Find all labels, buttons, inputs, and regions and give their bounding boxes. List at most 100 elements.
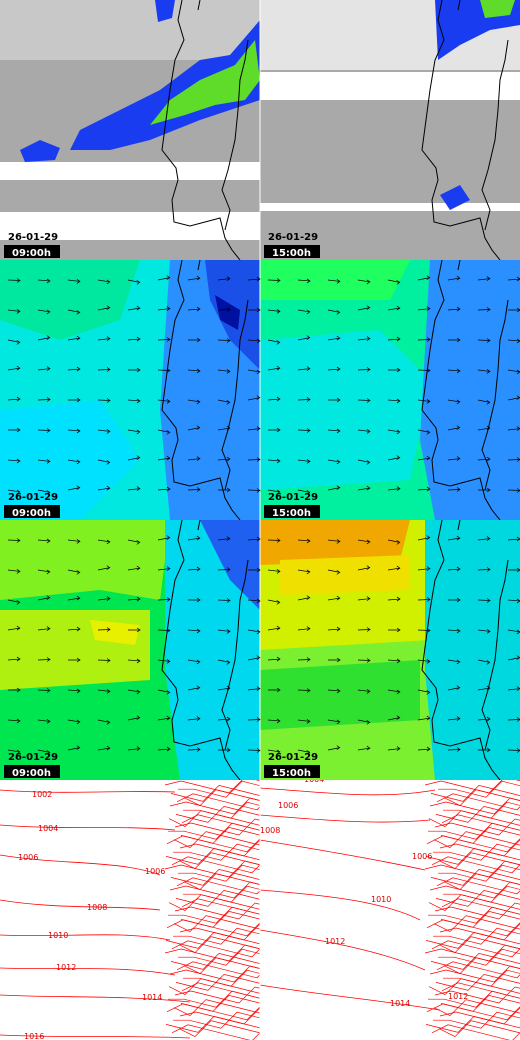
wind-arrow: [417, 399, 431, 404]
isobar-line: [425, 848, 520, 865]
wind-arrow: [68, 657, 81, 663]
wind-arrow: [417, 628, 431, 633]
isobar-line: [438, 948, 520, 966]
wind-arrow: [247, 488, 261, 493]
wind-arrow: [417, 659, 431, 664]
wind-arrow: [97, 719, 111, 725]
wind-arrow: [508, 567, 520, 573]
wind-arrow: [67, 335, 81, 341]
wind-arrow: [37, 309, 51, 315]
wind-arrow: [187, 275, 201, 281]
wind-arrow: [387, 565, 401, 571]
wind-arrow: [477, 685, 491, 691]
wind-arrow: [217, 399, 231, 405]
wind-arrow: [37, 538, 51, 544]
isobar-line: [425, 932, 520, 949]
wind-arrow: [417, 566, 431, 571]
wind-arrow: [247, 655, 261, 661]
wind-arrow: [477, 598, 491, 603]
date-label: 26-01-29: [268, 232, 318, 243]
wind-arrow: [157, 429, 171, 435]
wind-arrow: [97, 627, 111, 632]
isobar-line: [434, 818, 520, 836]
wind-arrow: [268, 687, 281, 693]
wind-arrow: [268, 427, 281, 433]
isobar-line: [174, 902, 260, 920]
isobar-line: [173, 843, 260, 861]
isobar-line: [425, 1016, 520, 1033]
isobar-line: [428, 906, 520, 924]
isobar-line: [173, 1011, 260, 1029]
date-label: 26-01-29: [268, 492, 318, 503]
wind-arrow: [417, 486, 431, 492]
wind-arrow: [297, 719, 311, 724]
wind-arrow: [328, 397, 341, 403]
wind-arrow: [297, 366, 311, 371]
wind-arrow: [478, 487, 491, 493]
isobar-line: [173, 927, 260, 945]
wind-arrow: [127, 429, 141, 435]
wind-arrow: [297, 688, 311, 693]
wind-arrow: [387, 596, 401, 602]
wind-arrow: [477, 399, 491, 405]
isobar-label: 1010: [371, 895, 391, 904]
pressure-panel: 1004 1006 1008 1006 1010 1012 1014 1012: [260, 780, 520, 1040]
wind-arrow: [297, 538, 311, 544]
isobar-label: 1008: [260, 826, 280, 835]
isobar-line: [431, 1024, 520, 1040]
wind-arrow: [297, 595, 311, 601]
wind-arrow: [157, 746, 171, 752]
wind-arrow: [127, 336, 141, 342]
wind-arrow: [37, 719, 51, 724]
wind-arrow: [297, 397, 311, 402]
wind-arrow: [327, 719, 341, 725]
wind-arrow: [357, 367, 371, 372]
wind-arrow: [447, 716, 461, 721]
isobar-line: [171, 940, 260, 958]
wind-arrow: [387, 539, 401, 545]
isobar-label: 1014: [142, 993, 162, 1002]
time-box: [4, 245, 60, 258]
wind-arrow: [157, 486, 171, 492]
isobar-line: [431, 940, 520, 958]
wind-arrow: [417, 535, 431, 541]
isobar-label: 1010: [48, 931, 68, 940]
isobar-line: [166, 1003, 260, 1021]
wind-arrow: [7, 538, 21, 543]
wind-arrow: [327, 309, 341, 315]
wind-arrow: [97, 658, 111, 663]
isobar-line: [169, 881, 260, 899]
wind-arrow: [37, 688, 51, 693]
wind-arrow: [297, 428, 311, 433]
wind-arrow: [97, 336, 111, 341]
wind-arrow: [187, 716, 201, 721]
wind-arrow: [297, 749, 311, 755]
wind-arrow: [327, 459, 341, 465]
wind-arrow: [127, 305, 141, 311]
wind-arrow: [67, 688, 81, 694]
wind-arrow: [417, 715, 431, 721]
isobar-line: [166, 835, 260, 853]
wind-arrow: [128, 627, 141, 633]
isobar-label: 1004: [38, 824, 58, 833]
wind-arrow: [157, 337, 171, 342]
isobar-line: [174, 818, 260, 836]
wind-arrow: [37, 335, 51, 341]
wind-arrow: [7, 599, 21, 605]
isobar-label: 1006: [278, 801, 298, 810]
isobar-line: [178, 780, 260, 798]
wind-arrow: [37, 278, 51, 284]
wind-arrow: [477, 536, 491, 541]
wind-arrow: [267, 396, 281, 402]
wind-arrow: [447, 535, 461, 541]
isobar-line: [441, 982, 520, 999]
wind-arrow: [387, 715, 401, 721]
wind-arrow: [477, 456, 491, 462]
date-label: 26-01-29: [8, 492, 58, 503]
wind-arrow: [327, 366, 341, 372]
wind-arrow: [477, 567, 491, 572]
isobar-label: 1012: [56, 963, 76, 972]
wind-arrow: [37, 366, 51, 371]
wind-arrow: [217, 685, 231, 691]
